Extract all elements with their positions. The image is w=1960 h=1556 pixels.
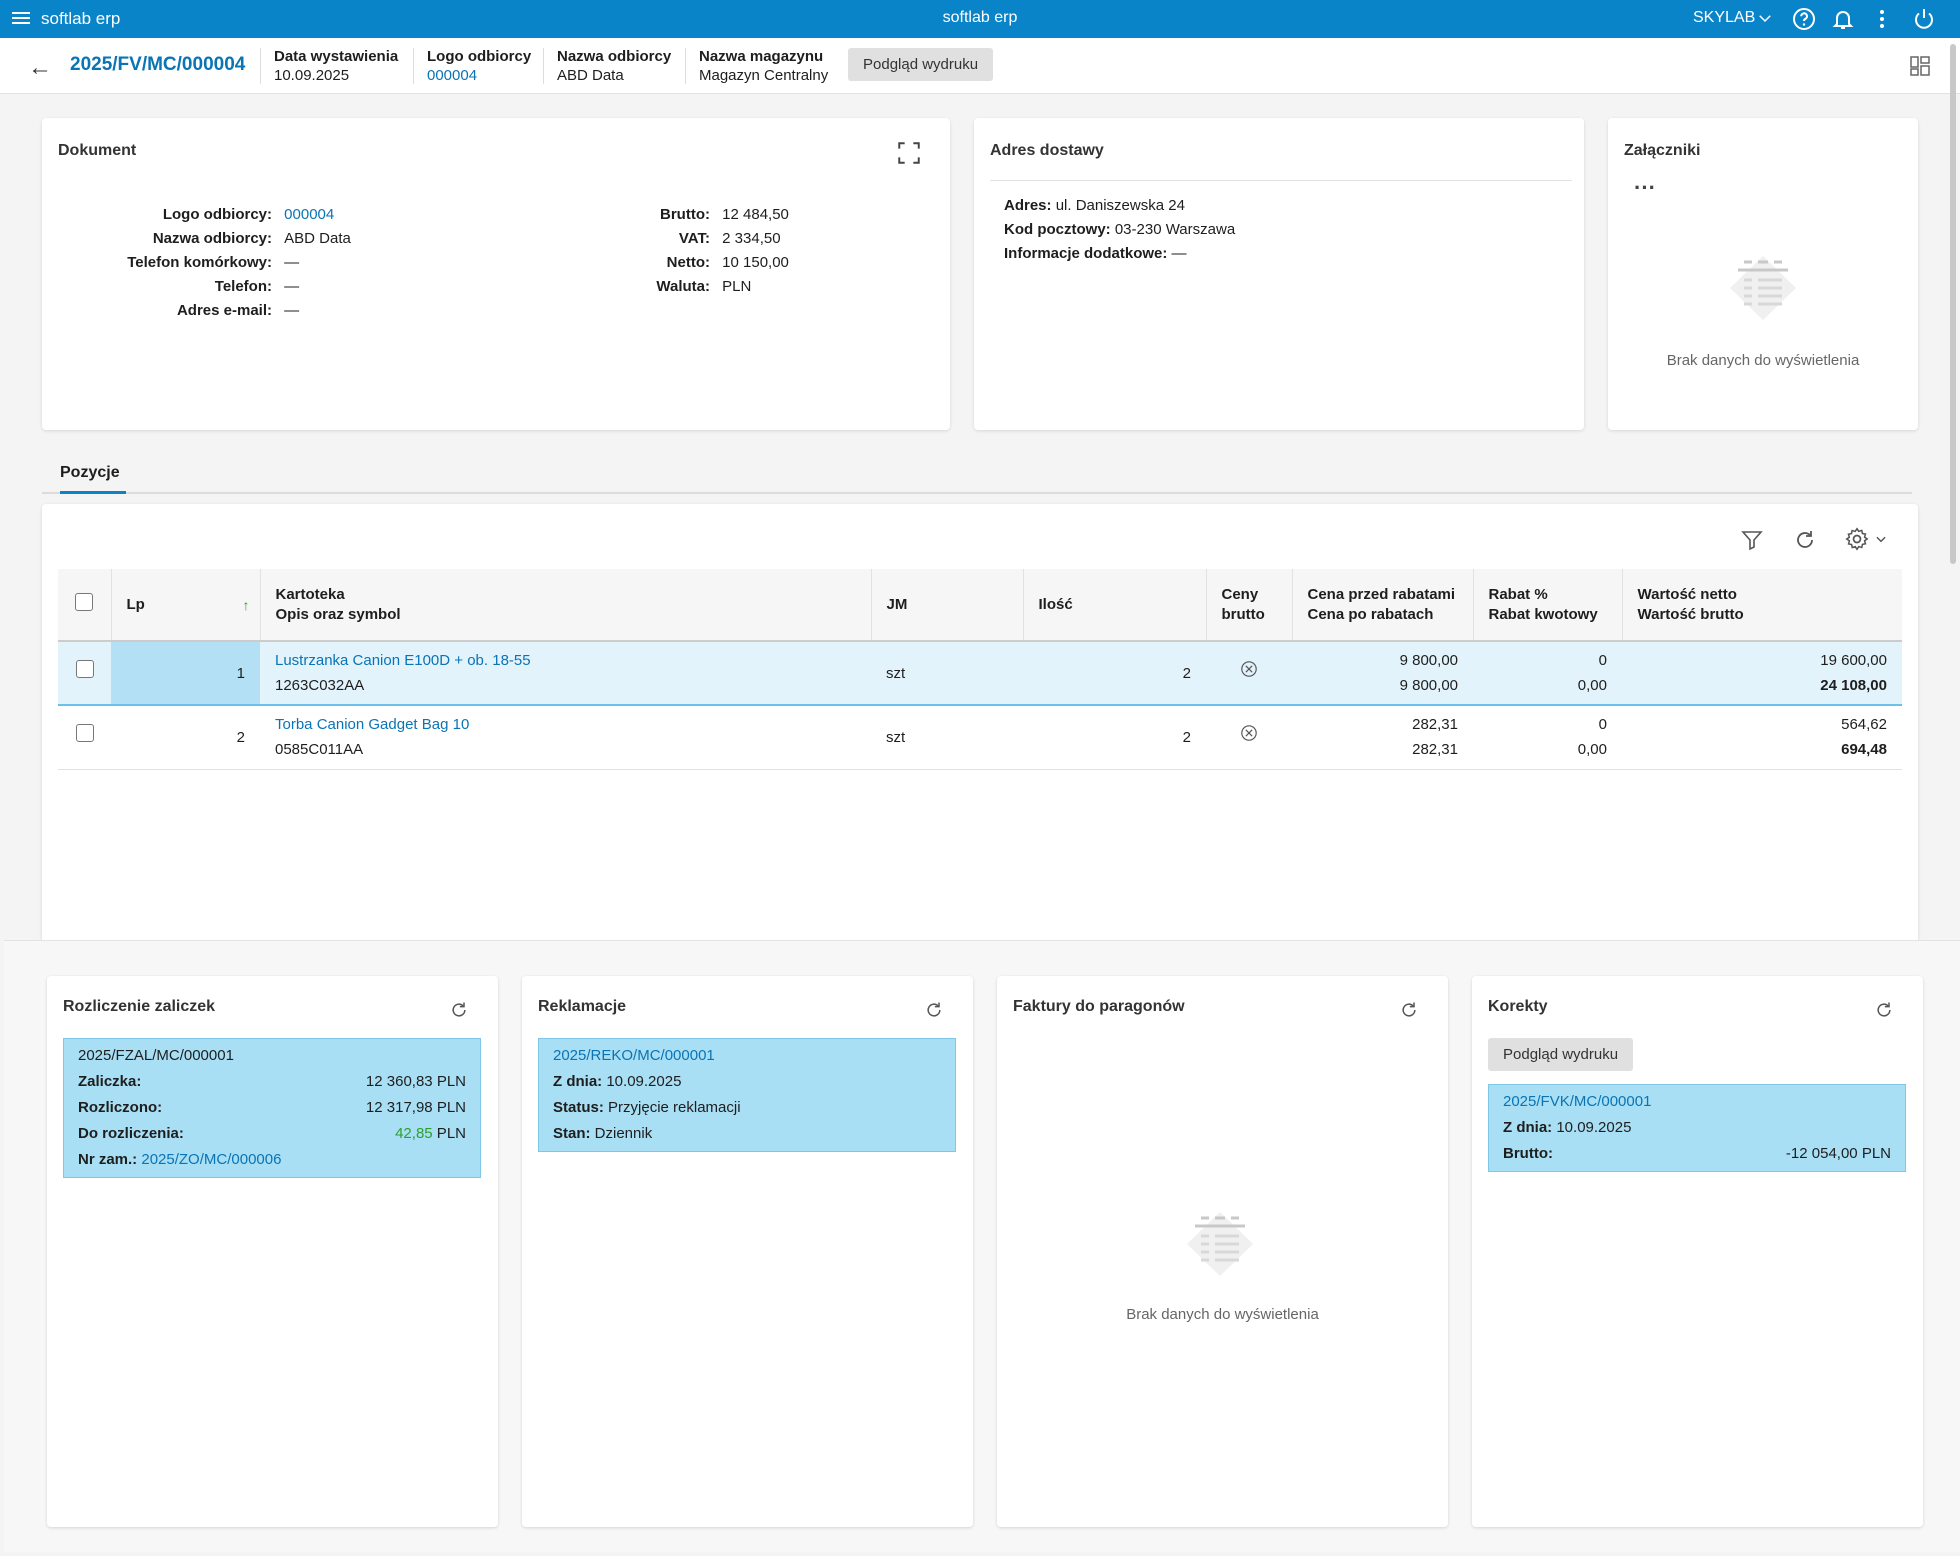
divider [413,48,414,84]
column-header-rabat[interactable]: Rabat % Rabat kwotowy [1473,569,1623,642]
chevron-down-icon[interactable] [1756,9,1774,27]
refresh-icon[interactable] [1874,1000,1894,1020]
document-card: Dokument Logo odbiorcy: 000004 Nazwa odb… [42,118,950,430]
receipt-invoices-card: Faktury do paragonów Brak danych do wyśw… [997,976,1448,1527]
card-title: Dokument [58,142,137,159]
card-title: Rozliczenie zaliczek [63,998,216,1015]
correction-record[interactable]: 2025/FVK/MC/000001 Z dnia: 10.09.2025 Br… [1488,1084,1906,1172]
column-header-jm[interactable]: JM [871,569,1024,642]
cross-circle-icon [1241,725,1257,742]
tab-bar: Pozycje [42,456,1912,494]
divider [543,48,544,84]
refresh-icon[interactable] [1399,1000,1419,1020]
row-checkbox[interactable] [75,724,94,743]
tab-pozycje[interactable]: Pozycje [60,464,126,494]
column-header-kartoteka[interactable]: Kartoteka Opis oraz symbol [260,569,872,642]
table-row[interactable]: 1 Lustrzanka Canion E100D + ob. 18-55 126… [58,640,1902,706]
print-preview-button[interactable]: Podgląd wydruku [848,48,994,81]
order-link[interactable]: 2025/ZO/MC/000006 [141,1151,282,1168]
header-field-data-wystawienia: Data wystawienia 10.09.2025 [274,48,399,84]
positions-table: Lp ↑ Kartoteka Opis oraz symbol JM Ilość C… [58,569,1902,770]
empty-state-text: Brak danych do wyświetlenia [1666,352,1860,369]
bell-icon[interactable] [1831,7,1855,31]
column-header-lp[interactable]: Lp ↑ [111,569,261,642]
product-symbol: 1263C032AA [275,677,365,694]
empty-list-icon [1730,256,1796,320]
correction-link: 2025/FVK/MC/000001 [1503,1093,1652,1110]
card-title: Faktury do paragonów [1013,998,1185,1015]
table-row[interactable]: 2 Torba Canion Gadget Bag 10 0585C011AA s… [58,705,1902,770]
row-checkbox[interactable] [75,660,94,678]
row-ilosc: 2 [1023,705,1206,770]
divider [685,48,686,84]
sort-ascending-icon[interactable]: ↑ [242,597,250,613]
column-header-wartosc[interactable]: Wartość netto Wartość brutto [1622,569,1902,642]
divider [990,180,1572,181]
help-icon[interactable] [1792,7,1816,31]
print-preview-button[interactable]: Podgląd wydruku [1488,1038,1634,1071]
scrollbar[interactable] [1950,44,1956,564]
complaint-link: 2025/REKO/MC/000001 [553,1047,715,1064]
header-field-nazwa-magazynu: Nazwa magazynu Magazyn Centralny [699,48,829,84]
document-header: ← 2025/FV/MC/000004 Data wystawienia 10.0… [0,38,1960,94]
select-all-checkbox[interactable] [75,592,94,611]
hamburger-menu-icon[interactable] [12,9,30,29]
address-details: Adres: ul. Daniszewska 24 Kod pocztowy: … [1004,197,1236,262]
refresh-icon[interactable] [1793,528,1817,552]
product-link[interactable]: Lustrzanka Canion E100D + ob. 18-55 [275,652,531,669]
document-details-right: Brutto: 12 484,50 VAT: 2 334,50 Netto: 1… [656,206,789,295]
row-jm: szt [871,705,1023,770]
empty-state-text: Brak danych do wyświetlenia [1126,1306,1319,1323]
more-horizontal-icon[interactable]: ··· [1634,175,1656,200]
settings-gear-icon[interactable] [1844,526,1870,552]
row-lp: 1 [111,640,260,706]
complaint-record[interactable]: 2025/REKO/MC/000001 Z dnia: 10.09.2025 S… [538,1038,956,1152]
row-jm: szt [871,640,1023,706]
document-number: 2025/FV/MC/000004 [70,54,246,75]
chevron-down-icon[interactable] [1874,532,1888,546]
refresh-icon[interactable] [449,1000,469,1020]
power-icon[interactable] [1912,7,1936,31]
attachments-card: Załączniki ··· Brak danych do wyświetlen… [1608,118,1918,430]
advance-settlement-card: Rozliczenie zaliczek 2025/FZAL/MC/000001… [47,976,498,1527]
row-lp: 2 [111,705,260,770]
back-arrow-icon[interactable]: ← [28,54,52,81]
app-brand[interactable]: softlab erp [41,9,121,28]
column-header-cena[interactable]: Cena przed rabatami Cena po rabatach [1292,569,1474,642]
top-bar: softlab erp softlab erp SKYLAB [0,0,1960,38]
delivery-address-card: Adres dostawy Adres: ul. Daniszewska 24 … [974,118,1584,430]
app-title: softlab erp [942,9,1018,26]
company-selector[interactable]: SKYLAB [1693,9,1756,26]
card-title: Korekty [1488,998,1548,1015]
refresh-icon[interactable] [924,1000,944,1020]
more-vertical-icon[interactable] [1870,7,1894,31]
row-ilosc: 2 [1023,640,1206,706]
column-header-ceny-brutto[interactable]: Ceny brutto [1206,569,1293,642]
complaints-card: Reklamacje 2025/REKO/MC/000001 Z dnia: 1… [522,976,973,1527]
select-all-cell [58,569,112,642]
advance-invoice-record[interactable]: 2025/FZAL/MC/000001 Zaliczka: 12 360,83 P… [63,1038,481,1178]
card-title: Załączniki [1624,142,1701,159]
document-details-left: Logo odbiorcy: 000004 Nazwa odbiorcy: AB… [127,206,351,319]
header-field-nazwa-odbiorcy: Nazwa odbiorcy ABD Data [557,48,672,84]
customer-logo-link[interactable]: 000004 [284,206,335,223]
empty-list-icon [1187,1212,1253,1276]
cross-circle-icon [1241,661,1257,677]
corrections-card: Korekty Podgląd wydruku 2025/FVK/MC/0000… [1472,976,1923,1527]
fullscreen-icon[interactable] [896,140,922,166]
layout-grid-icon[interactable] [1910,56,1930,76]
card-title: Reklamacje [538,998,627,1015]
table-header-row: Lp ↑ Kartoteka Opis oraz symbol JM Ilość C… [58,569,1902,642]
header-field-logo-odbiorcy: Logo odbiorcy 000004 [427,48,532,84]
divider [260,48,261,84]
column-header-ilosc[interactable]: Ilość [1023,569,1207,642]
card-title: Adres dostawy [990,142,1104,159]
filter-icon[interactable] [1740,528,1764,552]
customer-logo-link[interactable]: 000004 [427,67,478,84]
product-symbol: 0585C011AA [275,741,364,759]
product-link[interactable]: Torba Canion Gadget Bag 10 [275,716,470,734]
